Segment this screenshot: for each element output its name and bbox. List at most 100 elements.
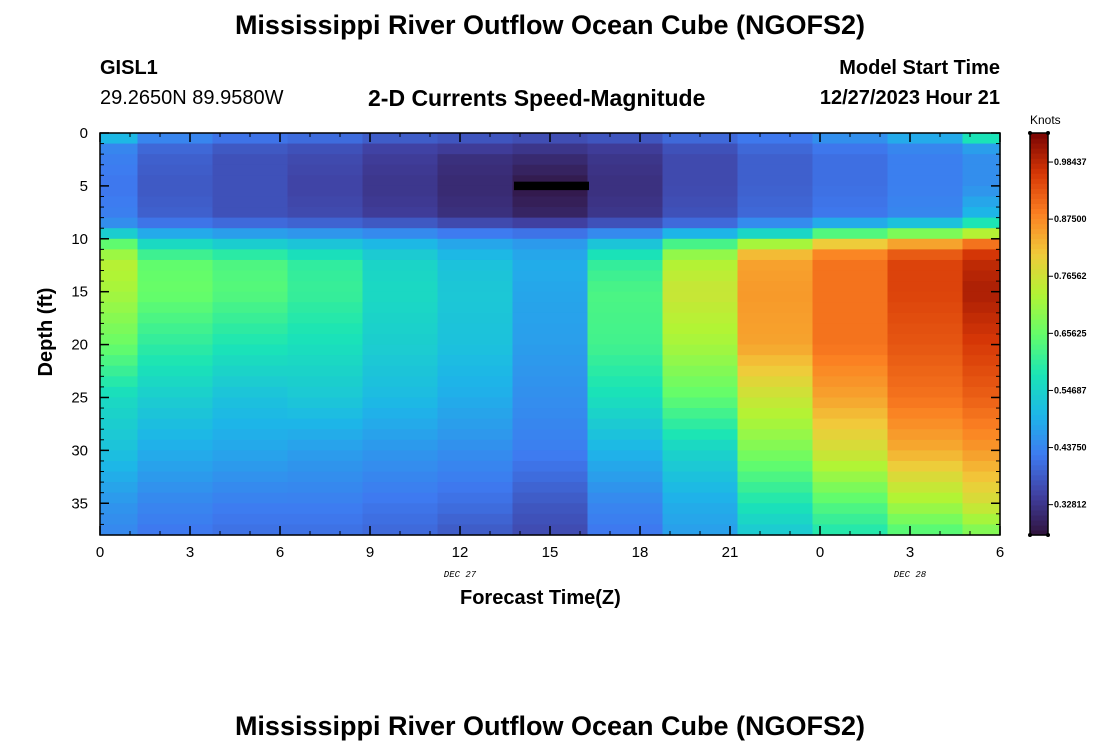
heatmap-cell bbox=[887, 344, 964, 356]
colorbar-segment bbox=[1030, 313, 1048, 320]
colorbar-segment bbox=[1030, 489, 1048, 496]
heatmap-cell bbox=[287, 302, 364, 314]
heatmap-cell bbox=[512, 482, 589, 494]
heatmap-cell bbox=[662, 355, 739, 367]
colorbar-segment bbox=[1030, 414, 1048, 421]
heatmap-cell bbox=[212, 418, 289, 430]
heatmap-cell bbox=[512, 270, 589, 282]
heatmap-cell bbox=[887, 259, 964, 272]
heatmap-cell bbox=[512, 238, 589, 250]
heatmap-cell bbox=[737, 291, 814, 303]
heatmap-cell bbox=[887, 355, 964, 367]
heatmap-cell bbox=[812, 259, 889, 272]
heatmap-cell bbox=[100, 376, 139, 388]
heatmap-cell bbox=[962, 429, 1001, 441]
heatmap-cell bbox=[737, 513, 814, 526]
heatmap-cell bbox=[512, 249, 589, 261]
heatmap-cell bbox=[662, 482, 739, 494]
heatmap-cell bbox=[100, 524, 139, 536]
heatmap-cell bbox=[100, 302, 139, 314]
heatmap-cell bbox=[212, 154, 289, 166]
x-tick-label: 9 bbox=[366, 544, 374, 561]
heatmap-cell bbox=[100, 312, 139, 325]
heatmap-cell bbox=[737, 397, 814, 409]
colorbar-segment bbox=[1030, 283, 1048, 290]
heatmap-cell bbox=[362, 386, 439, 399]
heatmap-cell bbox=[437, 513, 514, 526]
heatmap-cell bbox=[437, 259, 514, 272]
heatmap-cell bbox=[887, 185, 964, 198]
heatmap-cell bbox=[887, 228, 964, 240]
colorbar-corner-dot bbox=[1028, 131, 1032, 135]
heatmap-cell bbox=[100, 513, 139, 526]
heatmap-cell bbox=[100, 397, 139, 409]
colorbar-segment bbox=[1030, 484, 1048, 491]
heatmap-cell bbox=[137, 207, 214, 219]
heatmap-cell bbox=[962, 312, 1001, 325]
heatmap-cell bbox=[100, 439, 139, 451]
heatmap-cell bbox=[137, 418, 214, 430]
heatmap-cell bbox=[812, 270, 889, 282]
colorbar-segment bbox=[1030, 203, 1048, 209]
heatmap-cell bbox=[662, 143, 739, 155]
heatmap-cell bbox=[212, 460, 289, 473]
heatmap-cell bbox=[137, 344, 214, 356]
heatmap-cell bbox=[662, 133, 739, 145]
heatmap-cell bbox=[362, 503, 439, 515]
heatmap-cell bbox=[812, 281, 889, 293]
x-tick-label: 0 bbox=[96, 544, 104, 561]
heatmap-cell bbox=[737, 408, 814, 420]
heatmap-cell bbox=[287, 185, 364, 198]
heatmap-cell bbox=[662, 154, 739, 166]
footer-title: Mississippi River Outflow Ocean Cube (NG… bbox=[234, 711, 866, 741]
heatmap-cell bbox=[662, 334, 739, 346]
heatmap-cell bbox=[137, 386, 214, 399]
heatmap-cell bbox=[100, 429, 139, 441]
colorbar-segment bbox=[1030, 163, 1048, 169]
heatmap-cell bbox=[137, 228, 214, 240]
colorbar-corner-dot bbox=[1028, 533, 1032, 537]
heatmap-cell bbox=[287, 133, 364, 145]
heatmap-cell bbox=[212, 386, 289, 399]
heatmap-cell bbox=[212, 249, 289, 261]
colorbar-segment bbox=[1030, 359, 1048, 365]
heatmap-cell bbox=[137, 376, 214, 388]
heatmap-cell bbox=[437, 355, 514, 367]
colorbar-segment bbox=[1030, 474, 1048, 481]
colorbar-segment bbox=[1030, 263, 1048, 270]
heatmap-cell bbox=[137, 334, 214, 346]
heatmap-cell bbox=[587, 249, 664, 261]
heatmap-cell bbox=[737, 207, 814, 219]
colorbar-segment bbox=[1030, 238, 1048, 245]
heatmap-cell bbox=[587, 471, 664, 483]
heatmap-cell bbox=[737, 482, 814, 494]
heatmap-cell bbox=[962, 228, 1001, 240]
heatmap-cell bbox=[362, 418, 439, 430]
heatmap-cell bbox=[887, 164, 964, 176]
heatmap-cell bbox=[737, 376, 814, 388]
heatmap-cell bbox=[437, 154, 514, 166]
colorbar-segment bbox=[1030, 494, 1048, 501]
heatmap-cell bbox=[212, 408, 289, 420]
colorbar-tick-label: 0.65625 bbox=[1054, 328, 1087, 338]
heatmap-cell bbox=[512, 228, 589, 240]
heatmap-cell bbox=[137, 492, 214, 504]
heatmap-cell bbox=[887, 302, 964, 314]
heatmap-cell bbox=[887, 207, 964, 219]
heatmap-cell bbox=[287, 418, 364, 430]
colorbar-segment bbox=[1030, 178, 1048, 184]
heatmap-cell bbox=[737, 228, 814, 240]
heatmap-cell bbox=[662, 503, 739, 515]
heatmap-cell bbox=[812, 482, 889, 494]
heatmap-cell bbox=[100, 450, 139, 462]
colorbar-segment bbox=[1030, 258, 1048, 265]
heatmap-cell bbox=[287, 249, 364, 261]
colorbar-tick-label: 0.43750 bbox=[1054, 443, 1087, 453]
heatmap-cell bbox=[737, 164, 814, 176]
heatmap-cell bbox=[100, 355, 139, 367]
heatmap-cell bbox=[137, 143, 214, 155]
heatmap-cell bbox=[437, 281, 514, 293]
x-tick-label: 3 bbox=[186, 544, 194, 561]
heatmap-cell bbox=[287, 196, 364, 208]
heatmap-cell bbox=[437, 164, 514, 176]
